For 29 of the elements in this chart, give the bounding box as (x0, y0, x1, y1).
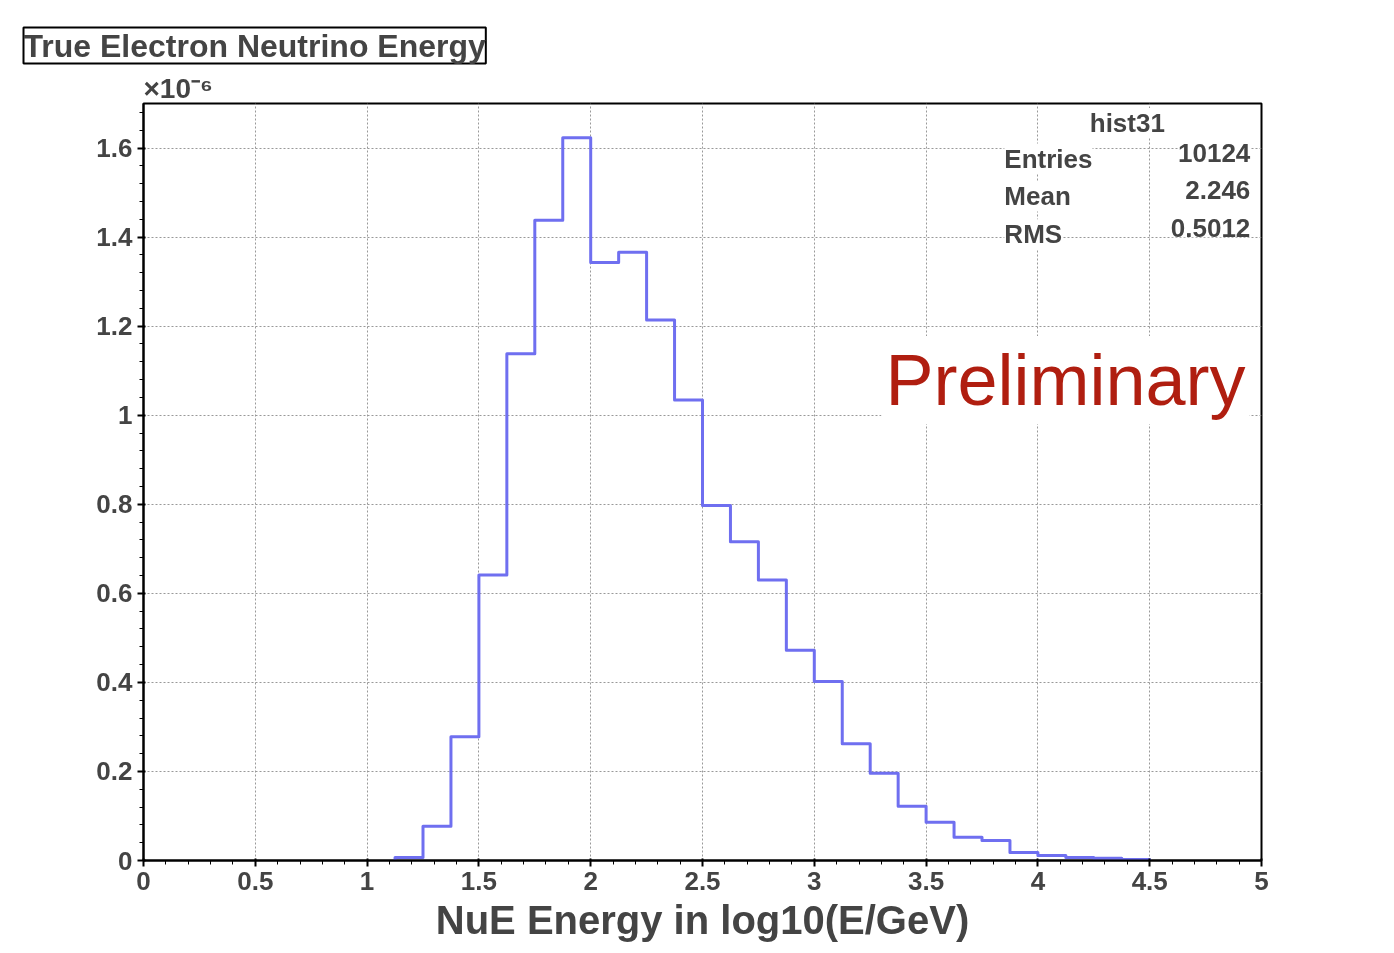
annotation: 0.5012 (1170, 213, 1251, 244)
x-tick-label: 5 (1254, 865, 1269, 896)
y-tick-label: 0.8 (96, 489, 133, 520)
y-tick-label: 1.6 (96, 133, 133, 164)
annotation: Mean (1004, 181, 1071, 212)
annotation: Entries (1004, 143, 1093, 174)
y-tick-label: 0.4 (96, 667, 134, 698)
annotation: RMS (1004, 219, 1063, 250)
x-axis-title: NuE Energy in log10(E/GeV) (435, 897, 970, 942)
annotation: hist31 (1089, 107, 1165, 138)
y-tick-label: 1.4 (96, 222, 134, 253)
x-tick-label: 1 (359, 865, 375, 896)
annotation: Preliminary (885, 340, 1246, 421)
y-tick-label: 1.2 (96, 311, 133, 342)
y-axis-title: ×10⁻⁶ (143, 72, 213, 104)
x-tick-label: 3 (807, 865, 822, 896)
y-tick-label: 0.2 (96, 756, 133, 787)
y-tick-label: 0.6 (96, 578, 133, 609)
x-tick-label: 3.5 (908, 865, 945, 896)
annotation: 10124 (1178, 137, 1251, 168)
annotation: 2.246 (1185, 175, 1251, 206)
x-tick-label: 2.5 (684, 865, 721, 896)
x-tick-label: 2 (583, 865, 598, 896)
y-tick-label: 0 (118, 845, 133, 876)
x-tick-label: 4.5 (1131, 865, 1168, 896)
x-tick-label: 4 (1030, 865, 1046, 896)
x-tick-label: 0.5 (237, 865, 274, 896)
x-tick-label: 1.5 (460, 865, 497, 896)
y-tick-label: 1 (118, 400, 133, 431)
